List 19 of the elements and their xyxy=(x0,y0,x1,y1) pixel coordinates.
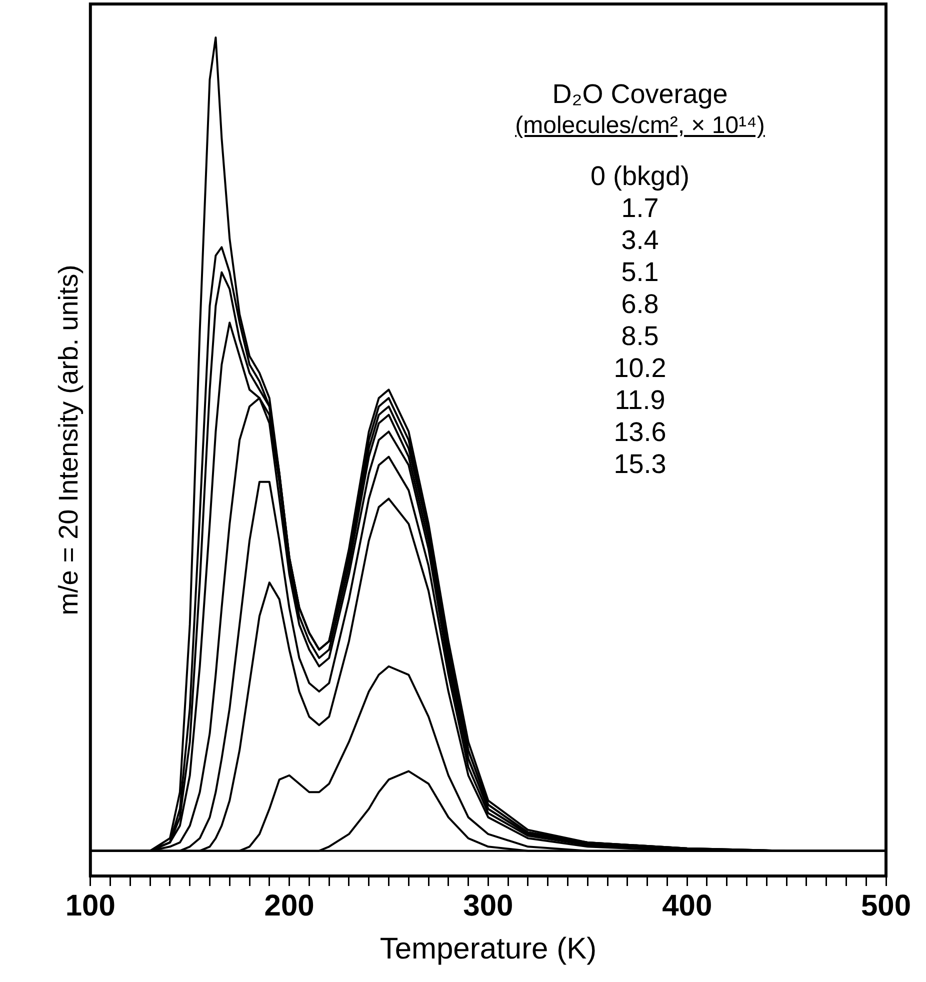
x-tick-label: 400 xyxy=(662,889,712,922)
annotation: 13.6 xyxy=(612,416,668,448)
x-tick-label: 300 xyxy=(463,889,514,922)
x-tick-label: 100 xyxy=(65,889,116,922)
annotation: 0 (bkgd) xyxy=(589,160,691,192)
annotation: (molecules/cm², × 10¹⁴) xyxy=(514,111,766,141)
annotation: D₂O Coverage xyxy=(551,78,729,110)
x-axis-title: Temperature (K) xyxy=(380,932,597,966)
annotation: 11.9 xyxy=(614,384,666,416)
annotation: 8.5 xyxy=(620,320,660,352)
annotation: 5.1 xyxy=(620,256,660,288)
annotation: 3.4 xyxy=(620,224,660,256)
annotation: 1.7 xyxy=(620,192,660,224)
y-axis-title: m/e = 20 Intensity (arb. units) xyxy=(54,264,84,616)
annotation: 10.2 xyxy=(612,352,668,384)
annotation: 6.8 xyxy=(620,288,660,320)
x-tick-label: 500 xyxy=(860,889,912,922)
x-tick-label: 200 xyxy=(264,889,314,922)
annotation: 15.3 xyxy=(612,448,668,480)
